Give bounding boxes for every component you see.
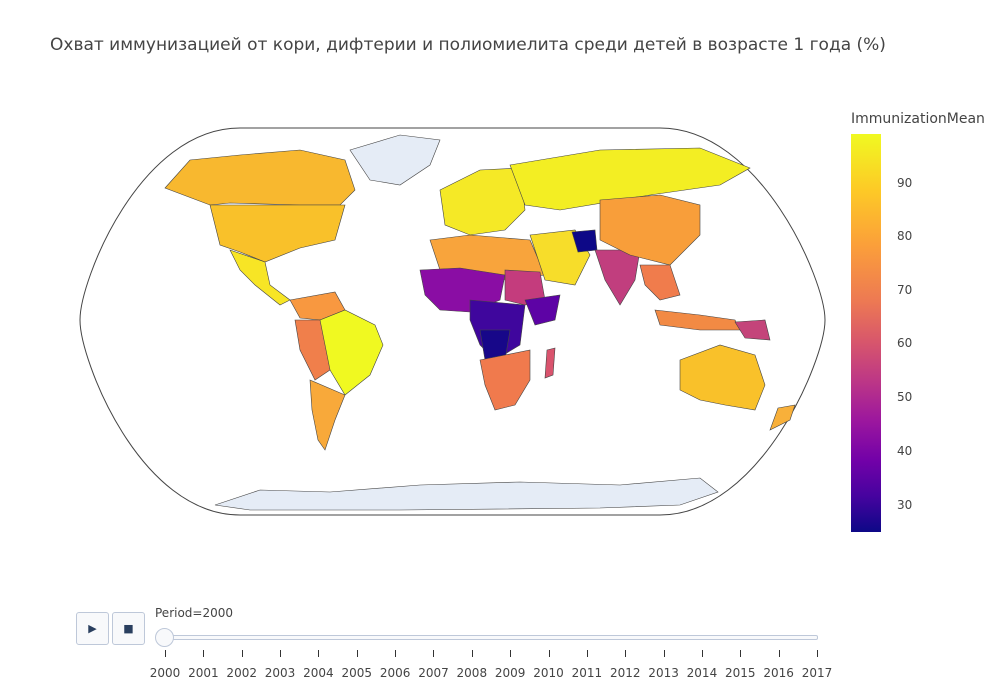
slider-year-label[interactable]: 2000 — [149, 666, 181, 680]
slider-year-label[interactable]: 2001 — [188, 666, 219, 680]
play-icon: ▶ — [88, 622, 97, 635]
slider-year-tick — [625, 650, 627, 657]
slider-year-label[interactable]: 2007 — [418, 666, 449, 680]
slider-track[interactable] — [158, 635, 818, 640]
slider-year-label[interactable]: 2008 — [456, 666, 488, 680]
slider-year-tick — [778, 650, 780, 657]
slider-year-label[interactable]: 2005 — [341, 666, 373, 680]
slider-year-tick — [510, 650, 512, 657]
play-button[interactable]: ▶ — [76, 612, 109, 645]
greenland — [349, 134, 441, 186]
colorbar-tick: 50 — [897, 390, 913, 404]
colorbar-tick: 30 — [897, 498, 913, 512]
slider-year-label[interactable]: 2010 — [533, 666, 564, 680]
slider-year-tick — [471, 650, 473, 657]
southern-africa — [479, 349, 531, 411]
slider-year-tick — [701, 650, 703, 657]
colorbar-title: ImmunizationMean — [851, 111, 985, 127]
china — [599, 194, 701, 266]
slider-year-label[interactable]: 2013 — [648, 666, 679, 680]
mexico — [229, 249, 291, 306]
slider-year-label[interactable]: 2017 — [801, 666, 833, 680]
slider-year-tick — [433, 650, 435, 657]
colorbar-tick: 40 — [897, 444, 913, 458]
slider-year-tick — [280, 650, 282, 657]
europe — [439, 167, 526, 236]
slider-handle[interactable] — [155, 628, 174, 647]
peru-bolivia — [294, 319, 331, 381]
slider-year-label[interactable]: 2012 — [609, 666, 641, 680]
usa — [209, 204, 346, 263]
slider-year-label[interactable]: 2014 — [686, 666, 718, 680]
slider-year-tick — [586, 650, 588, 657]
slider-year-tick — [241, 650, 243, 657]
papua-new-guinea — [734, 319, 771, 341]
horn-of-africa — [524, 294, 561, 326]
colorbar-tick: 80 — [897, 229, 913, 243]
slider-year-label[interactable]: 2004 — [303, 666, 334, 680]
slider-year-label[interactable]: 2016 — [763, 666, 794, 680]
slider-current-label: Period=2000 — [155, 606, 234, 620]
slider-year-tick — [356, 650, 358, 657]
slider-year-tick — [663, 650, 665, 657]
colorbar-tick: 70 — [897, 283, 913, 297]
madagascar — [544, 347, 556, 379]
canada — [164, 149, 356, 206]
colorbar — [851, 134, 881, 532]
middle-east — [529, 229, 591, 286]
australia — [679, 344, 766, 411]
southeast-asia — [639, 264, 681, 301]
colorbar-tick: 90 — [897, 176, 913, 190]
new-zealand — [769, 404, 796, 431]
slider-year-tick — [165, 650, 166, 657]
slider-year-label[interactable]: 2006 — [379, 666, 411, 680]
slider-year-label[interactable]: 2002 — [226, 666, 257, 680]
slider-year-tick — [203, 650, 205, 657]
russia — [509, 147, 751, 211]
slider-year-tick — [740, 650, 742, 657]
stop-icon: ■ — [123, 622, 134, 635]
slider-year-tick — [395, 650, 397, 657]
antarctica — [214, 477, 719, 511]
slider-year-label[interactable]: 2009 — [494, 666, 526, 680]
slider-year-label[interactable]: 2003 — [264, 666, 296, 680]
stop-button[interactable]: ■ — [112, 612, 145, 645]
slider-year-label[interactable]: 2011 — [571, 666, 603, 680]
colorbar-tick: 60 — [897, 336, 913, 350]
slider-year-tick — [817, 650, 818, 657]
slider-year-tick — [548, 650, 550, 657]
argentina-chile — [309, 379, 346, 451]
chart-title: Охват иммунизацией от кори, дифтерии и п… — [50, 35, 886, 55]
slider-year-tick — [318, 650, 320, 657]
slider-year-label[interactable]: 2015 — [725, 666, 756, 680]
